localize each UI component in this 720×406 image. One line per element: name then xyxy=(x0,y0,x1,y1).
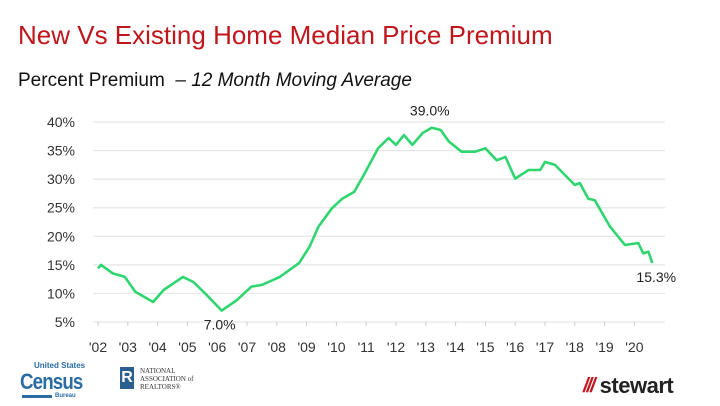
stewart-logo-mark: /// xyxy=(583,374,596,397)
x-tick-label: '08 xyxy=(268,339,286,355)
x-tick-label: '16 xyxy=(506,339,524,355)
y-tick-label: 15% xyxy=(47,257,75,273)
x-tick-label: '17 xyxy=(536,339,554,355)
subtitle-italic: – 12 Month Moving Average xyxy=(175,70,412,91)
y-tick-label: 35% xyxy=(47,143,75,159)
y-tick-label: 20% xyxy=(47,228,75,244)
x-tick-label: '13 xyxy=(417,339,435,355)
y-tick-label: 25% xyxy=(47,200,75,216)
census-logo-bottom: Bureau xyxy=(55,393,76,399)
x-tick-label: '03 xyxy=(119,339,137,355)
nar-logo-text: NATIONAL ASSOCIATION of REALTORS® xyxy=(140,367,193,391)
x-tick-label: '06 xyxy=(208,339,226,355)
chart-title: New Vs Existing Home Median Price Premiu… xyxy=(18,20,553,50)
data-label: 7.0% xyxy=(204,317,236,333)
x-tick-label: '14 xyxy=(446,339,464,355)
x-tick-label: '20 xyxy=(625,339,643,355)
census-logo-main: Census xyxy=(20,369,83,394)
chart-subtitle: Percent Premium – 12 Month Moving Averag… xyxy=(18,70,412,92)
subtitle-main: Percent Premium xyxy=(18,70,165,91)
x-tick-label: '15 xyxy=(476,339,494,355)
series-line xyxy=(97,126,654,312)
y-tick-label: 30% xyxy=(47,171,75,187)
nar-line: NATIONAL xyxy=(140,367,176,375)
x-tick-label: '11 xyxy=(358,339,375,355)
x-tick-label: '04 xyxy=(148,339,166,355)
nar-logo-mark: R xyxy=(120,367,134,389)
census-bureau-logo: United States Census Bureau xyxy=(20,361,100,405)
x-tick-label: '12 xyxy=(387,339,405,355)
x-tick-label: '19 xyxy=(595,339,613,355)
x-tick-label: '09 xyxy=(297,339,315,355)
x-tick-label: '07 xyxy=(238,339,256,355)
stewart-logo-name: stewart xyxy=(599,373,674,398)
y-tick-label: 5% xyxy=(55,314,75,330)
census-logo-bar xyxy=(22,395,52,398)
stewart-logo: ///stewart xyxy=(583,373,674,399)
data-label: 15.3% xyxy=(636,269,676,285)
x-tick-label: '02 xyxy=(89,339,107,355)
nar-line: ASSOCIATION of xyxy=(140,375,194,383)
y-tick-label: 40% xyxy=(47,114,75,130)
x-tick-label: '05 xyxy=(178,339,196,355)
nar-line: REALTORS® xyxy=(140,383,181,391)
x-tick-label: '10 xyxy=(327,339,345,355)
x-tick-label: '18 xyxy=(566,339,584,355)
y-tick-label: 10% xyxy=(47,285,75,301)
census-logo-top: United States xyxy=(34,361,86,370)
data-label: 39.0% xyxy=(410,103,450,119)
